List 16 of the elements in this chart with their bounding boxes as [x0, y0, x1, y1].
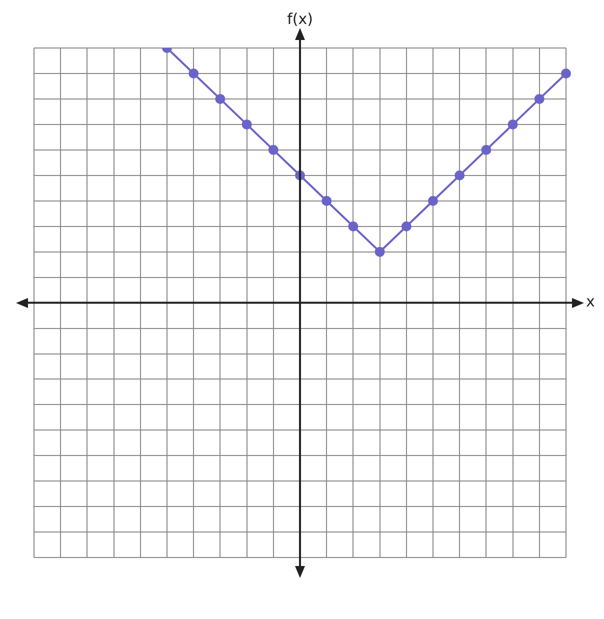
point	[401, 221, 412, 232]
point	[454, 170, 465, 180]
point	[322, 196, 332, 206]
point	[348, 221, 358, 232]
point	[188, 68, 199, 78]
point	[428, 196, 438, 206]
y-axis-title: f(x)	[287, 10, 313, 28]
point	[268, 144, 278, 155]
point	[561, 68, 571, 78]
point	[481, 144, 492, 155]
point	[508, 119, 518, 130]
point	[215, 94, 226, 104]
x-axis-title: x	[586, 292, 595, 311]
point	[242, 119, 252, 130]
point	[374, 246, 385, 257]
point	[534, 94, 544, 104]
